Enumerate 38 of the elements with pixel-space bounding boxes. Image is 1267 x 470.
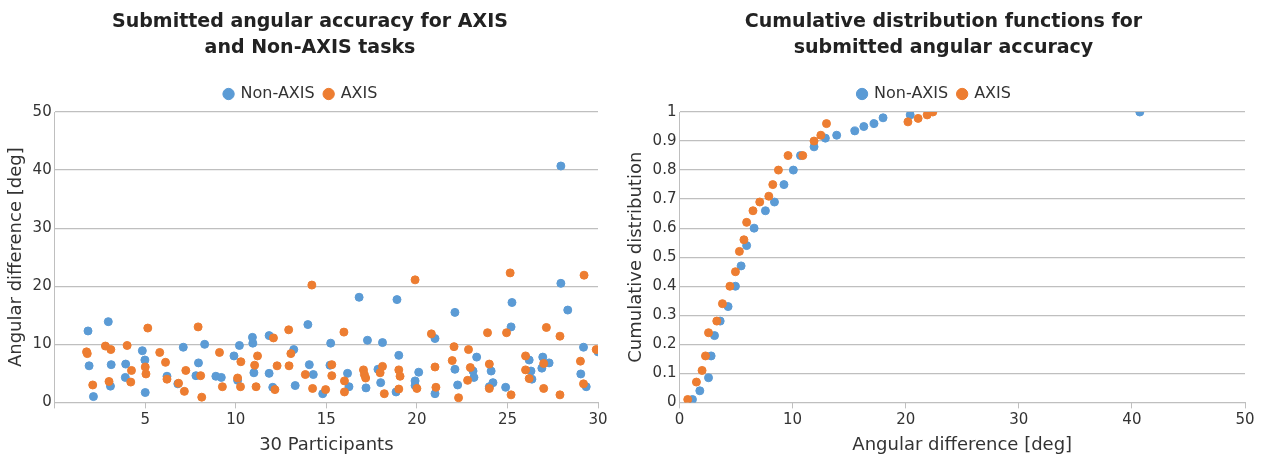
legend-label: Non-AXIS <box>240 83 315 103</box>
chart-title: Cumulative distribution functions for submitted angular accuracy <box>743 8 1144 59</box>
y-tick-label: 0 <box>666 392 677 411</box>
y-tick-label: 50 <box>32 101 52 120</box>
x-tick-label: 5 <box>140 410 151 429</box>
y-axis-title: Angular difference [deg] <box>4 147 26 368</box>
x-tick-label: 15 <box>316 410 336 429</box>
x-tick-label: 50 <box>1235 410 1255 429</box>
y-tick-label: 0.6 <box>652 218 677 237</box>
x-axis-title: Angular difference [deg] <box>852 432 1073 454</box>
y-axis-title: Cumulative distribution <box>624 151 646 363</box>
y-tick-label: 40 <box>32 159 52 178</box>
y-tick-label: 0.7 <box>652 189 677 208</box>
legend-label: Non-AXIS <box>874 83 949 103</box>
y-tick-label: 0.5 <box>652 247 677 266</box>
y-tick-label: 0.8 <box>652 159 677 178</box>
y-tick-label: 20 <box>32 276 52 295</box>
y-tick-label: 0.4 <box>652 276 677 295</box>
x-tick-label: 20 <box>407 410 427 429</box>
chart-title: Submitted angular accuracy for AXIS and Non-AXIS tasks <box>111 8 509 59</box>
y-tick-label: 0.1 <box>652 363 677 382</box>
y-tick-label: 1 <box>666 101 677 120</box>
x-tick-label: 40 <box>1122 410 1142 429</box>
x-tick-label: 30 <box>1009 410 1029 429</box>
x-tick-label: 10 <box>226 410 246 429</box>
y-tick-label: 30 <box>32 218 52 237</box>
x-tick-label: 30 <box>588 410 608 429</box>
y-tick-label: 10 <box>32 334 52 353</box>
y-tick-label: 0 <box>42 392 52 411</box>
x-tick-label: 25 <box>497 410 517 429</box>
x-tick-label: 10 <box>783 410 803 429</box>
x-tick-label: 20 <box>896 410 916 429</box>
x-axis-title: 30 Participants <box>259 432 394 454</box>
y-tick-label: 0.2 <box>652 334 677 353</box>
legend-label: AXIS <box>974 83 1011 103</box>
y-tick-label: 0.3 <box>652 305 677 324</box>
legend-label: AXIS <box>340 83 378 103</box>
y-tick-label: 0.9 <box>652 130 677 149</box>
